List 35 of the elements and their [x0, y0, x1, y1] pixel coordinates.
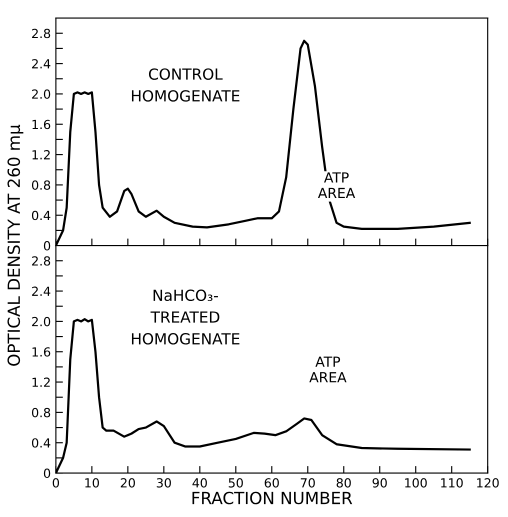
x-tick-label: 120: [477, 478, 499, 488]
annotation: ATP AREA: [318, 172, 356, 198]
y-tick-label: 2.4: [32, 59, 50, 68]
y-tick-label: 0.4: [32, 438, 50, 448]
y-tick-label: 1.2: [32, 378, 50, 387]
y-tick-label: 2.8: [32, 256, 50, 266]
y-tick-label: 1.6: [32, 347, 50, 357]
x-tick-label: 60: [264, 478, 279, 488]
y-tick-label: 0: [44, 468, 50, 478]
y-axis-title: OPTICAL DENSITY AT 260 mμ: [7, 124, 24, 366]
x-tick-label: 110: [441, 478, 463, 488]
y-tick-label: 2.8: [32, 28, 50, 38]
x-tick-label: 50: [228, 478, 243, 488]
x-tick-label: 90: [372, 478, 387, 488]
y-tick-label: 2.0: [32, 316, 50, 326]
y-tick-label: 1.6: [32, 120, 50, 130]
x-tick-label: 0: [52, 478, 60, 488]
annotation: CONTROL HOMOGENATE: [132, 68, 240, 102]
x-axis-title: FRACTION NUMBER: [192, 492, 352, 504]
y-tick-label: 0.8: [32, 180, 50, 190]
y-tick-label: 2.4: [32, 286, 50, 296]
x-tick-label: 10: [85, 478, 99, 488]
y-tick-label: 1.2: [32, 150, 50, 160]
x-tick-label: 80: [336, 478, 351, 488]
y-tick-label: 0.4: [32, 210, 50, 220]
x-tick-label: 30: [156, 478, 171, 488]
x-tick-label: 70: [300, 478, 315, 488]
y-tick-label: 0.8: [32, 408, 50, 418]
x-tick-label: 40: [192, 478, 207, 488]
x-tick-label: 20: [120, 478, 135, 488]
y-tick-label: 2.0: [32, 89, 50, 99]
y-tick-label: 0: [44, 241, 50, 250]
x-tick-label: 100: [405, 478, 427, 488]
annotation: ATP AREA: [309, 356, 347, 382]
annotation: NaHCO₃- TREATED HOMOGENATE: [132, 289, 240, 345]
